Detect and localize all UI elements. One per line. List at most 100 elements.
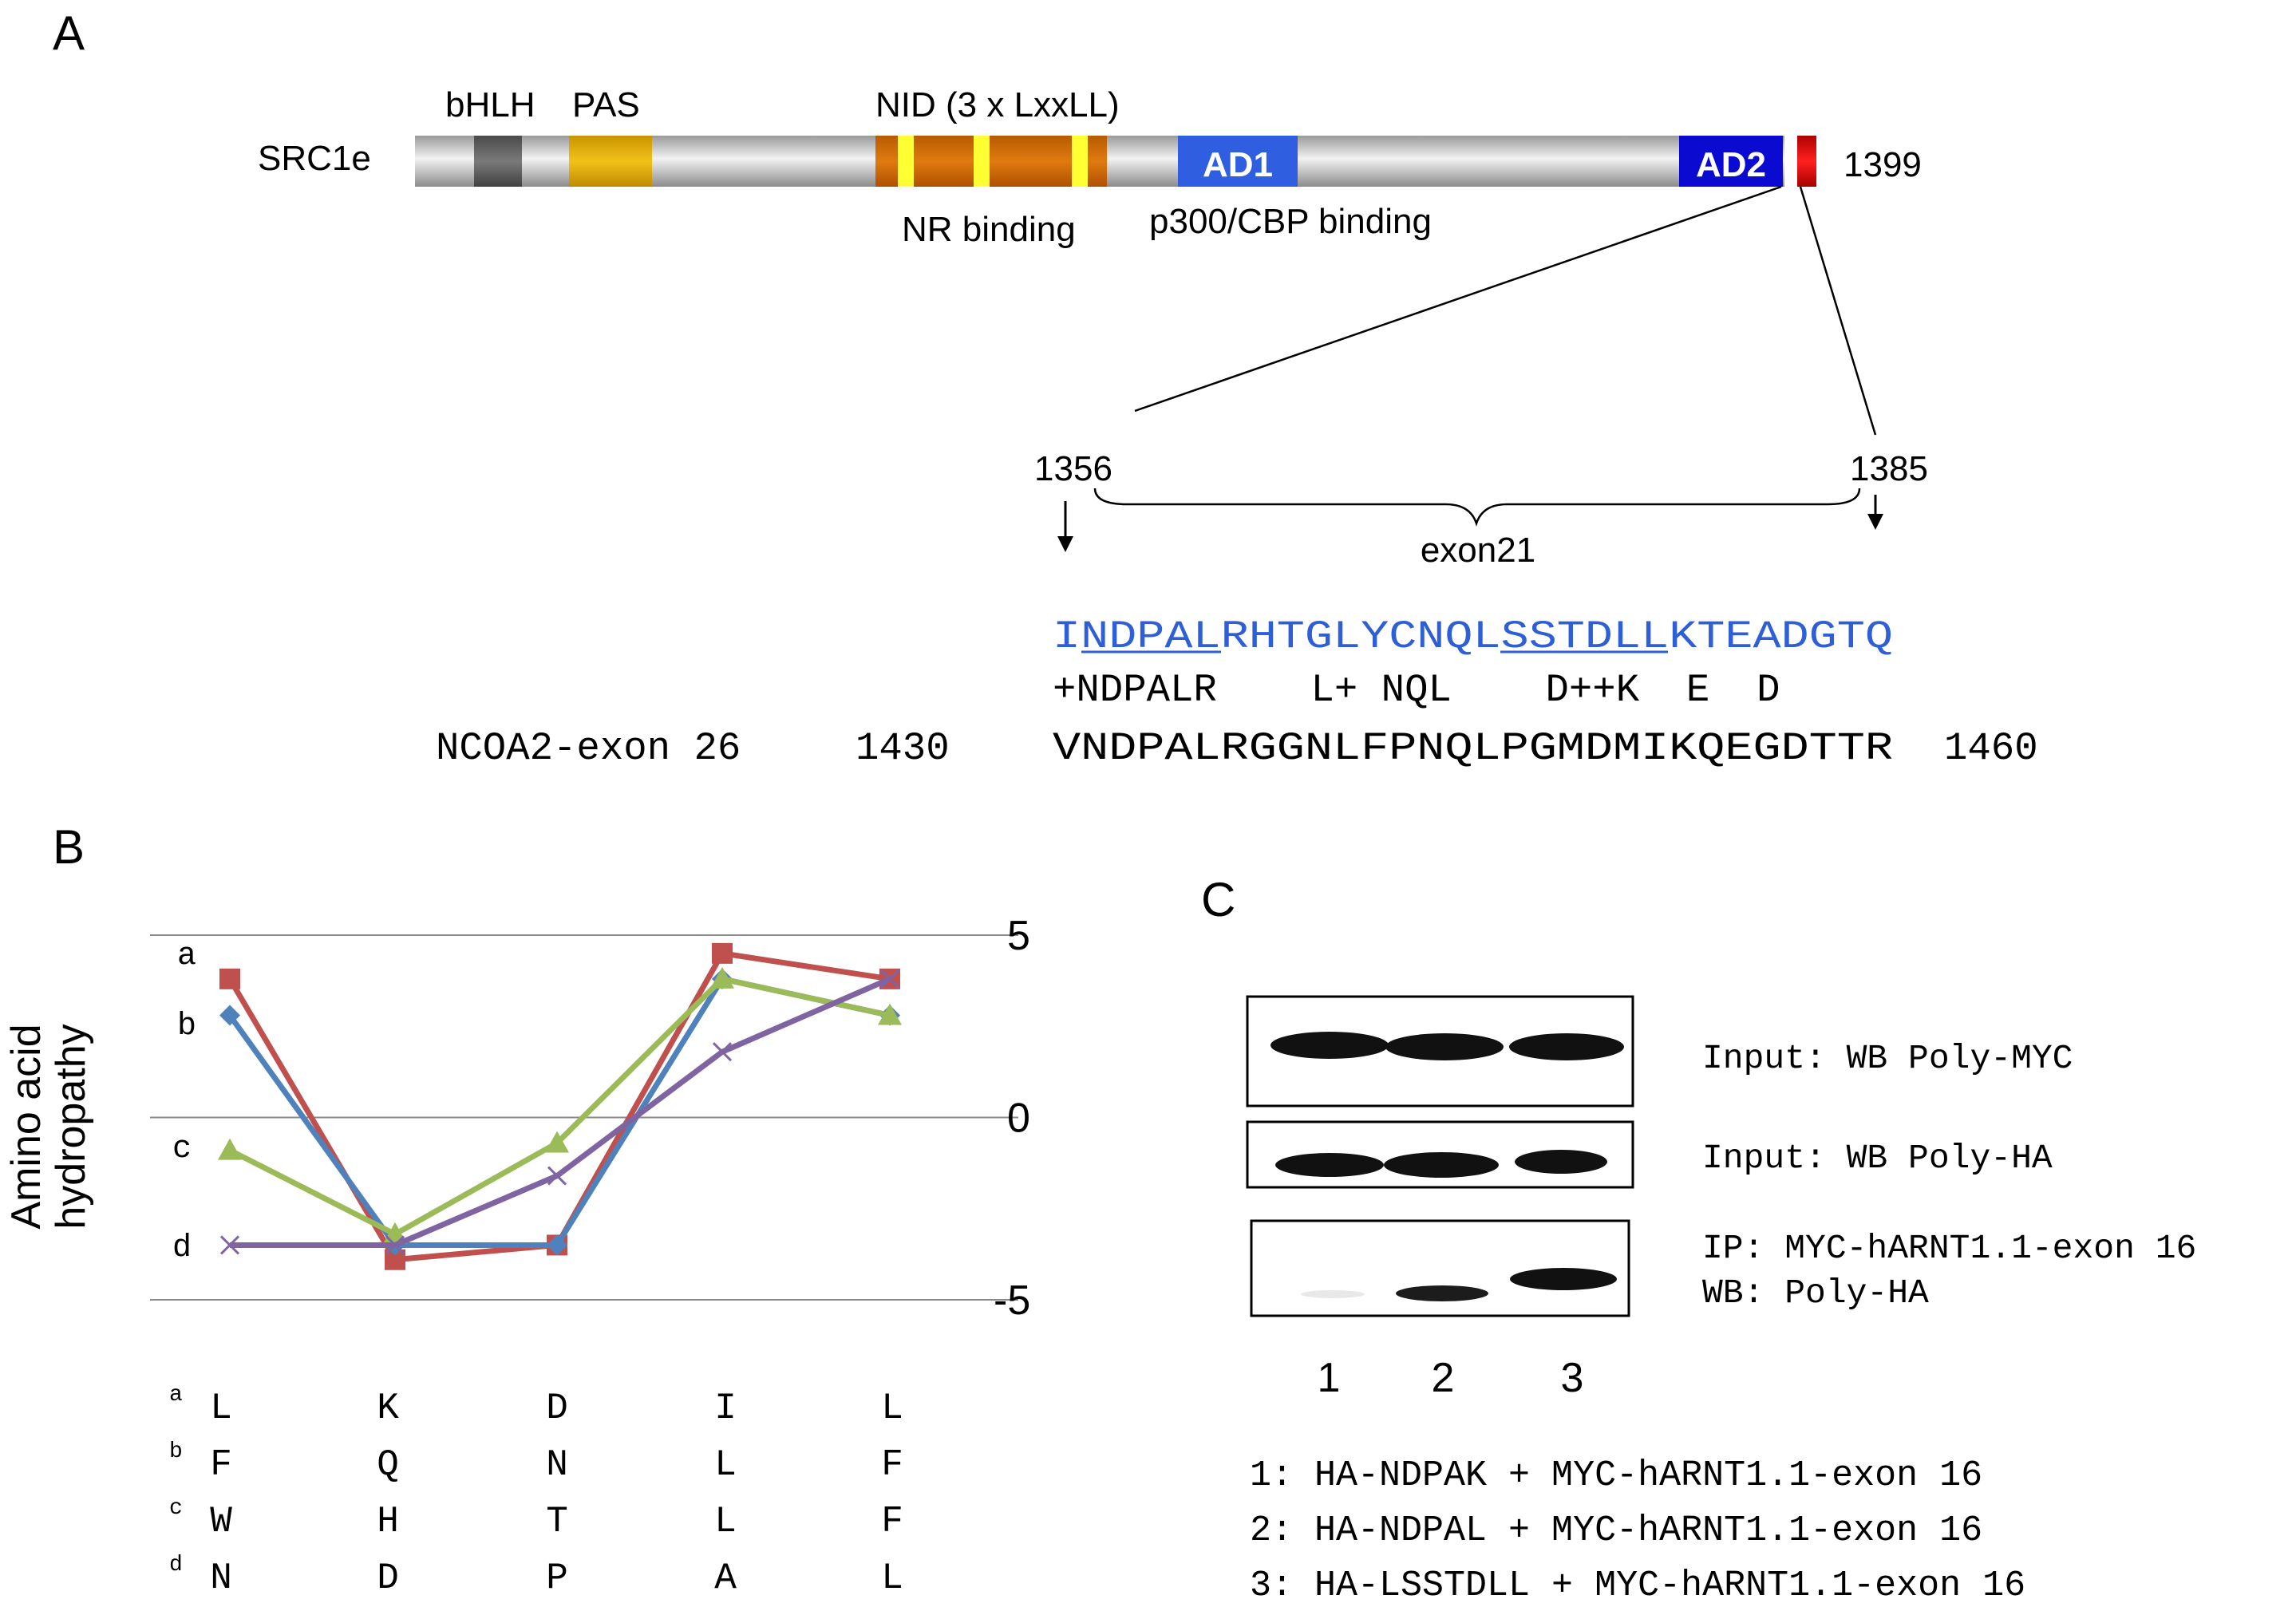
- residue-c-2: H: [377, 1501, 399, 1542]
- row-letter-a: a: [177, 938, 196, 974]
- residue-a-3: D: [546, 1388, 568, 1429]
- panel-b-label: B: [53, 820, 85, 874]
- residue-d-3: P: [546, 1558, 568, 1599]
- panel-c-label: C: [1201, 873, 1235, 926]
- residue-table: a b c d L K D I L F Q N L F W H T L F N …: [169, 1383, 903, 1599]
- series-line-b: [227, 976, 891, 1248]
- residue-a-4: I: [714, 1388, 737, 1429]
- lane-legend-3: 3: HA-LSSTDLL + MYC-hARNT1.1-exon 16: [1250, 1565, 2025, 1603]
- residue-row-b-letter: b: [169, 1439, 183, 1464]
- residue-b-5: F: [881, 1444, 903, 1486]
- ad2-label: AD2: [1696, 145, 1766, 184]
- ad1-label: AD1: [1203, 145, 1273, 184]
- y-tick-label: 0: [1007, 1096, 1030, 1142]
- ad1-domain: [1178, 136, 1298, 187]
- chart-series: [218, 942, 902, 1270]
- p300-binding-label: p300/CBP binding: [1149, 202, 1432, 241]
- series-a: [219, 942, 900, 1270]
- bhlh-domain: [474, 136, 522, 187]
- residue-b-3: N: [546, 1444, 568, 1486]
- band-ip-lane3: [1510, 1268, 1617, 1290]
- lxxll-motif-3: [1072, 136, 1088, 187]
- residue-d-2: D: [377, 1558, 399, 1599]
- panel-a: A bHLH PAS NID (3 x LxxLL) SRC1e AD1 AD2…: [53, 6, 2038, 771]
- label-ip-line2: WB: Poly-HA: [1702, 1273, 1929, 1313]
- residue-a-5: L: [881, 1388, 903, 1429]
- band-ha-lane3: [1515, 1150, 1607, 1174]
- ad2-domain: [1679, 136, 1783, 187]
- residue-d-5: L: [881, 1558, 903, 1599]
- residue-b-4: L: [714, 1444, 737, 1486]
- band-myc-lane2: [1385, 1033, 1504, 1060]
- panel-b: B Amino acid hydropathy 5 0 -5 a b c d a b…: [3, 820, 1030, 1599]
- residue-row-a-letter: a: [169, 1383, 183, 1408]
- residue-row-d-letter: d: [169, 1553, 183, 1577]
- domain-label-bhlh: bHLH: [445, 85, 535, 124]
- row-letter-c: c: [172, 1131, 192, 1167]
- residue-row-c-letter: c: [169, 1496, 183, 1521]
- panel-a-label: A: [53, 6, 85, 60]
- subject-end: 1460: [1944, 726, 2038, 771]
- exon-start-arrow: [1057, 501, 1073, 552]
- data-point-c-1: [218, 1138, 242, 1160]
- nr-binding-label: NR binding: [902, 210, 1076, 249]
- pas-domain: [569, 136, 652, 187]
- subject-sequence: VNDPALRGGNLFPNQLPGMDMIKQEGDTTR: [1053, 726, 1893, 771]
- zoom-line-left: [1134, 185, 1782, 413]
- data-point-b-3: [547, 1234, 567, 1256]
- data-point-d-4: [712, 1042, 733, 1062]
- series-line-d: [230, 976, 891, 1248]
- y-axis-label: Amino acid hydropathy: [3, 1024, 94, 1229]
- row-letter-b: b: [177, 1009, 196, 1044]
- exon21-region: [1797, 136, 1816, 187]
- match-line: +NDPALR L+ NQL D++K E D: [1053, 668, 1780, 713]
- protein-length: 1399: [1844, 145, 1922, 184]
- protein-name: SRC1e: [258, 139, 371, 178]
- residue-b-1: F: [210, 1444, 232, 1486]
- data-point-a-4: [712, 942, 733, 964]
- y-tick-label: 5: [1007, 913, 1030, 959]
- residue-d-4: A: [714, 1558, 737, 1599]
- y-tick-label: -5: [994, 1277, 1030, 1324]
- label-input-myc: Input: WB Poly-MYC: [1702, 1039, 2073, 1078]
- domain-label-pas: PAS: [572, 85, 640, 124]
- residue-a-2: K: [377, 1388, 399, 1429]
- lxxll-motif-2: [974, 136, 990, 187]
- band-myc-lane1: [1271, 1032, 1389, 1059]
- data-point-d-5: [879, 969, 900, 989]
- residue-b-2: Q: [377, 1444, 399, 1486]
- lane-legend-2: 2: HA-NDPAL + MYC-hARNT1.1-exon 16: [1250, 1510, 1982, 1551]
- lane-number-3: 3: [1561, 1355, 1584, 1401]
- data-point-d-1: [219, 1235, 240, 1255]
- data-point-b-1: [219, 1005, 240, 1026]
- domain-label-nid: NID (3 x LxxLL): [875, 85, 1120, 124]
- band-ha-lane2: [1384, 1152, 1499, 1178]
- series-b: [219, 968, 900, 1256]
- lane-number-1: 1: [1318, 1355, 1341, 1401]
- data-point-c-4: [710, 966, 734, 989]
- y-axis-label-line1: Amino acid: [3, 1024, 49, 1229]
- data-point-d-2: [385, 1235, 405, 1255]
- lane-legend-1: 1: HA-NDPAK + MYC-hARNT1.1-exon 16: [1250, 1455, 1982, 1496]
- subject-start: 1430: [856, 726, 950, 771]
- lane-number-2: 2: [1432, 1355, 1455, 1401]
- exon-start-position: 1356: [1034, 449, 1112, 488]
- band-ip-lane2: [1396, 1285, 1488, 1301]
- residue-a-1: L: [210, 1388, 232, 1429]
- y-tick-labels: 5 0 -5: [994, 913, 1030, 1324]
- data-point-c-5: [878, 1003, 902, 1025]
- data-point-a-1: [219, 968, 240, 989]
- label-ip-line1: IP: MYC-hARNT1.1-exon 16: [1702, 1229, 2196, 1268]
- residue-c-3: T: [546, 1501, 568, 1542]
- band-ha-lane1: [1275, 1153, 1384, 1177]
- exon-brace: [1093, 488, 1861, 527]
- exon-end-arrow: [1867, 495, 1883, 530]
- residue-c-5: F: [881, 1501, 903, 1542]
- band-myc-lane3: [1509, 1033, 1624, 1060]
- series-line-a: [227, 950, 891, 1263]
- nid-domain: [875, 136, 1107, 187]
- residue-c-4: L: [714, 1501, 737, 1542]
- subject-name: NCOA2-exon 26: [436, 726, 741, 771]
- residue-c-1: W: [210, 1501, 232, 1542]
